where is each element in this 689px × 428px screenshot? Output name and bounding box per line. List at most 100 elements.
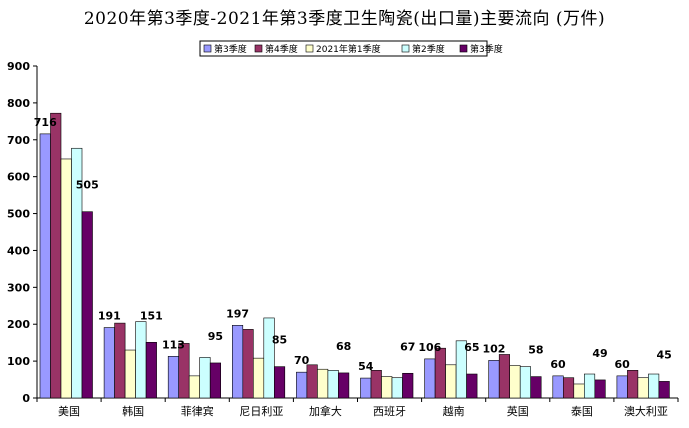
bar bbox=[188, 375, 200, 399]
y-tick-label: 100 bbox=[7, 355, 30, 368]
bar bbox=[124, 349, 136, 399]
bar bbox=[60, 158, 72, 399]
data-label: 113 bbox=[162, 338, 185, 351]
data-label: 102 bbox=[482, 342, 505, 355]
chart-title: 2020年第3季度-2021年第3季度卫生陶瓷(出口量)主要流向 (万件) bbox=[83, 9, 606, 29]
legend-label: 第2季度 bbox=[412, 43, 445, 55]
bar bbox=[39, 133, 51, 399]
x-tick-label: 英国 bbox=[507, 404, 529, 418]
bar bbox=[498, 354, 511, 399]
y-tick-label: 800 bbox=[7, 97, 30, 110]
bar bbox=[391, 377, 403, 399]
y-tick-label: 700 bbox=[7, 134, 30, 147]
bar bbox=[306, 364, 318, 399]
bar bbox=[434, 347, 446, 399]
bar bbox=[594, 379, 606, 399]
bar bbox=[360, 377, 372, 399]
bar bbox=[232, 325, 244, 399]
bar bbox=[50, 112, 62, 399]
x-tick-label: 澳大利亚 bbox=[624, 404, 668, 418]
legend-label: 第3季度 bbox=[470, 43, 503, 55]
data-label: 58 bbox=[528, 344, 543, 357]
bar bbox=[583, 373, 596, 399]
x-tick-label: 美国 bbox=[58, 405, 80, 418]
data-label: 60 bbox=[614, 358, 630, 371]
bar bbox=[145, 341, 157, 399]
bar bbox=[81, 211, 93, 399]
bar bbox=[296, 371, 308, 399]
y-tick-label: 200 bbox=[7, 318, 30, 331]
bar bbox=[114, 322, 126, 399]
bar bbox=[455, 340, 467, 399]
legend-swatch bbox=[305, 44, 314, 53]
legend-box bbox=[199, 40, 488, 57]
legend-swatch bbox=[459, 44, 468, 53]
data-label: 191 bbox=[98, 310, 121, 323]
data-label: 151 bbox=[140, 309, 163, 322]
bar bbox=[103, 327, 115, 399]
data-label: 95 bbox=[208, 330, 223, 343]
legend-label: 2021年第1季度 bbox=[316, 43, 381, 55]
x-tick-label: 越南 bbox=[443, 404, 465, 418]
legend-swatch bbox=[254, 44, 263, 53]
bar bbox=[338, 372, 350, 399]
data-label: 197 bbox=[226, 307, 249, 320]
bar bbox=[135, 321, 147, 399]
bar bbox=[627, 370, 639, 399]
bar bbox=[562, 377, 575, 399]
y-tick-label: 400 bbox=[7, 244, 30, 257]
bar bbox=[519, 366, 532, 399]
legend-swatch bbox=[401, 44, 410, 53]
bar bbox=[648, 373, 660, 399]
data-label: 106 bbox=[418, 341, 441, 354]
bar bbox=[273, 366, 286, 399]
data-label: 68 bbox=[336, 340, 351, 353]
bar bbox=[509, 365, 521, 399]
data-label: 67 bbox=[400, 340, 415, 353]
data-label: 65 bbox=[464, 341, 479, 354]
bar bbox=[573, 383, 585, 399]
bar bbox=[466, 373, 478, 399]
bar bbox=[178, 343, 190, 399]
legend-swatch bbox=[203, 44, 212, 53]
bar bbox=[552, 375, 564, 399]
bar bbox=[402, 372, 414, 399]
bar bbox=[327, 370, 339, 399]
data-label: 85 bbox=[272, 334, 287, 347]
x-tick-label: 西班牙 bbox=[373, 405, 406, 418]
bar bbox=[370, 370, 382, 399]
y-tick-label: 900 bbox=[7, 60, 30, 73]
data-label: 49 bbox=[592, 347, 607, 360]
bar bbox=[424, 358, 436, 399]
data-label: 505 bbox=[76, 179, 99, 192]
x-tick-label: 泰国 bbox=[571, 404, 593, 418]
data-label: 716 bbox=[34, 116, 57, 129]
y-tick-label: 600 bbox=[7, 171, 30, 184]
bar bbox=[253, 357, 265, 399]
x-tick-label: 菲律宾 bbox=[181, 404, 214, 418]
bar bbox=[209, 362, 221, 399]
bar bbox=[263, 317, 275, 399]
bar bbox=[199, 357, 211, 399]
bar bbox=[167, 356, 179, 399]
bar bbox=[637, 377, 649, 399]
x-tick-label: 加拿大 bbox=[309, 404, 342, 418]
bar bbox=[381, 376, 393, 399]
bar bbox=[242, 329, 254, 399]
bar bbox=[445, 364, 457, 399]
legend-label: 第3季度 bbox=[214, 43, 247, 55]
y-tick-label: 500 bbox=[7, 208, 30, 221]
data-label: 60 bbox=[550, 358, 566, 371]
bar bbox=[616, 375, 628, 399]
bar bbox=[317, 368, 329, 399]
bar bbox=[658, 381, 670, 399]
data-label: 45 bbox=[656, 348, 671, 361]
data-label: 70 bbox=[294, 354, 310, 367]
y-tick-label: 300 bbox=[7, 281, 30, 294]
bar bbox=[530, 376, 542, 399]
x-tick-label: 韩国 bbox=[122, 404, 144, 418]
data-label: 54 bbox=[358, 360, 374, 373]
bar bbox=[488, 360, 500, 399]
x-tick-label: 尼日利亚 bbox=[239, 405, 283, 418]
